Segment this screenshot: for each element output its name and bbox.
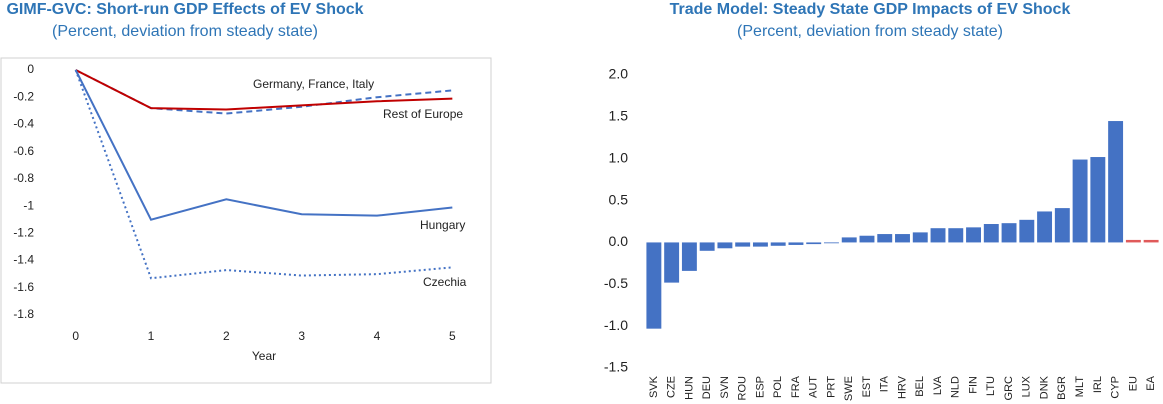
x-tick-label: ITA (879, 375, 891, 392)
x-tick-label: 0 (72, 329, 79, 343)
y-tick-label: 2.0 (609, 66, 629, 82)
x-tick-label: CZE (666, 376, 678, 398)
x-tick-label: ESP (754, 376, 766, 398)
x-tick-label: MLT (1074, 376, 1086, 397)
x-tick-label: POL (772, 376, 784, 398)
x-tick-label: AUT (808, 376, 820, 398)
bar (859, 235, 875, 243)
x-tick-label: EST (861, 376, 873, 398)
chart-subtitle: (Percent, deviation from steady state) (737, 23, 1003, 40)
bar (699, 242, 715, 251)
x-tick-label: FIN (967, 376, 979, 394)
x-tick-label: HUN (683, 376, 695, 400)
y-tick-label: -1.2 (13, 226, 34, 240)
bar (930, 228, 946, 243)
bar (1019, 219, 1035, 243)
x-tick-label: SVK (648, 375, 660, 398)
y-tick-label: 1.5 (609, 108, 629, 124)
bar (877, 234, 893, 243)
x-tick-label: 3 (298, 329, 305, 343)
y-tick-label: -1.4 (13, 253, 34, 267)
line (74, 69, 453, 221)
x-tick-label: LUX (1021, 375, 1033, 397)
bar (983, 224, 999, 243)
y-tick-label: -0.6 (13, 144, 34, 158)
bar (1125, 239, 1141, 243)
x-tick-label: 5 (449, 329, 456, 343)
x-tick-label: EA (1145, 375, 1157, 390)
x-tick-label: FRA (790, 375, 802, 398)
bar (841, 237, 857, 243)
x-tick-label: PRT (825, 376, 837, 398)
bar (1054, 208, 1070, 243)
x-tick-label: LTU (985, 376, 997, 396)
x-tick-label: BEL (914, 376, 926, 397)
bar (806, 242, 822, 245)
x-tick-label: 4 (374, 329, 381, 343)
series-label: Czechia (423, 275, 467, 289)
bar (1001, 223, 1017, 243)
line (74, 69, 453, 280)
bar (646, 242, 662, 329)
bar (717, 242, 733, 249)
bar (895, 234, 910, 243)
bar (966, 227, 981, 243)
x-tick-label: GRC (1003, 376, 1015, 401)
frame (0, 57, 492, 384)
x-tick-label: CYP (1110, 376, 1122, 399)
x-axis-label: Year (252, 349, 276, 363)
bar (1037, 211, 1053, 243)
bar (735, 242, 751, 247)
x-tick-label: IRL (1092, 376, 1104, 393)
bar (664, 242, 680, 283)
y-tick-label: -1.0 (604, 317, 628, 333)
y-tick-label: -1 (23, 198, 34, 212)
chart-title: Trade Model: Steady State GDP Impacts of… (670, 1, 1071, 18)
y-tick-label: 0.5 (609, 191, 629, 207)
bar (912, 232, 928, 243)
y-tick-label: -0.8 (13, 171, 34, 185)
y-tick-label: 0 (27, 62, 34, 76)
bar (788, 242, 804, 245)
x-tick-label: 1 (148, 329, 155, 343)
bar (1072, 159, 1088, 243)
x-tick-label: SWE (843, 376, 855, 401)
bar (1108, 121, 1124, 243)
series-label: Rest of Europe (383, 107, 463, 121)
bar (1143, 239, 1159, 243)
x-tick-label: BGR (1056, 376, 1068, 400)
y-tick-label: -1.8 (13, 307, 34, 321)
y-tick-label: 0.0 (609, 233, 629, 249)
bar (824, 242, 839, 244)
x-tick-label: SVN (719, 376, 731, 399)
x-tick-label: EU (1127, 376, 1139, 391)
y-tick-label: -0.2 (13, 89, 34, 103)
y-tick-label: -1.5 (604, 359, 628, 375)
chart-title: GIMF-GVC: Short-run GDP Effects of EV Sh… (6, 1, 363, 18)
bar (770, 242, 786, 246)
y-tick-label: 1.0 (609, 149, 629, 165)
series-label: Germany, France, Italy (253, 77, 374, 91)
bar (681, 242, 697, 271)
x-tick-label: 2 (223, 329, 230, 343)
chart-subtitle: (Percent, deviation from steady state) (52, 23, 318, 40)
x-tick-label: ROU (737, 376, 749, 401)
x-tick-label: DNK (1038, 375, 1050, 399)
x-tick-label: DEU (701, 376, 713, 399)
x-tick-label: LVA (932, 375, 944, 395)
bar (948, 228, 964, 243)
x-tick-label: HRV (896, 375, 908, 399)
y-tick-label: -1.6 (13, 280, 34, 294)
series-label: Hungary (420, 218, 465, 232)
bar (1090, 157, 1106, 243)
bar (752, 242, 768, 247)
y-tick-label: -0.5 (604, 275, 628, 291)
line (75, 69, 453, 111)
y-tick-label: -0.4 (13, 117, 34, 131)
x-tick-label: NLD (950, 376, 962, 398)
